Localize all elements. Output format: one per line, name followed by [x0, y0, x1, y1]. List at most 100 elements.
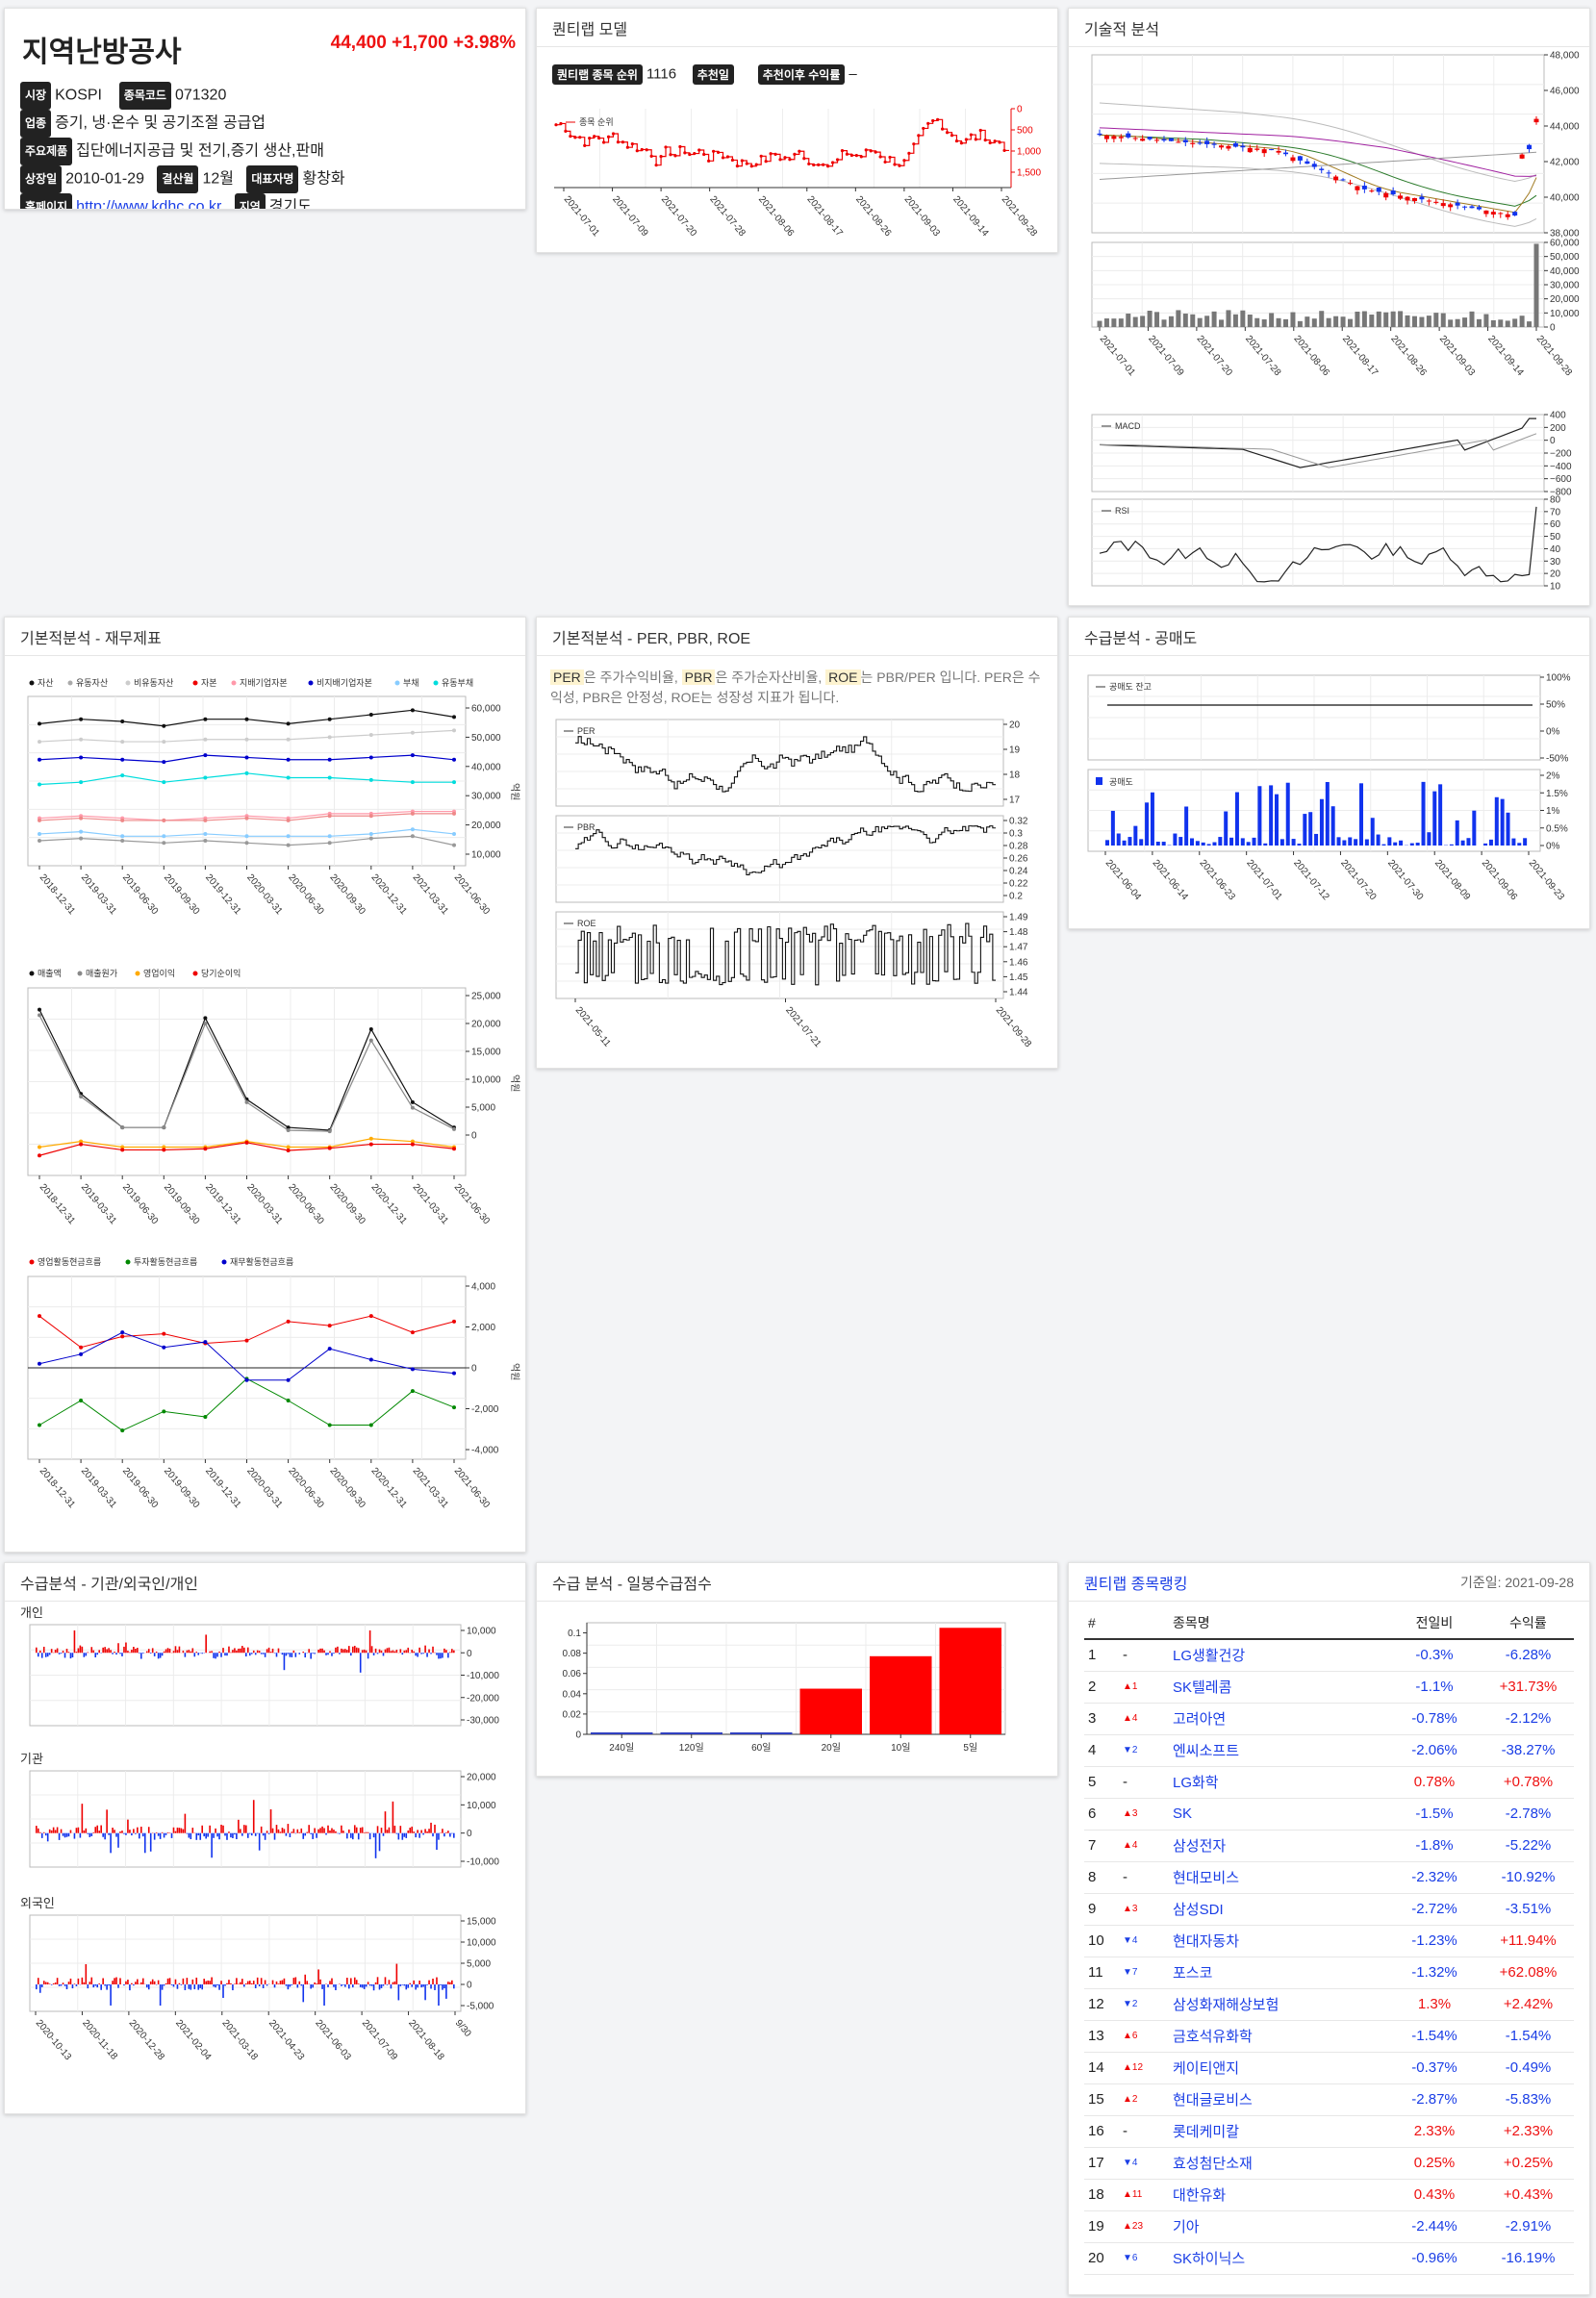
institution-bar [226, 1832, 228, 1840]
ranking-title[interactable]: 퀀티랩 종목랭킹 [1084, 1576, 1188, 1593]
table-row[interactable]: 17 ▼4 효성첨단소재 0.25% +0.25% [1084, 2147, 1574, 2180]
stock-name-link[interactable]: 삼성SDI [1169, 1893, 1386, 1926]
stock-name-link[interactable]: 엔씨소프트 [1169, 1734, 1386, 1767]
personal-bar [418, 1647, 420, 1654]
table-row[interactable]: 18 ▲11 대한유화 0.43% +0.43% [1084, 2179, 1574, 2211]
table-row[interactable]: 3 ▲4 고려아연 -0.78% -2.12% [1084, 1703, 1574, 1735]
table-row[interactable]: 10 ▼4 현대자동차 -1.23% +11.94% [1084, 1925, 1574, 1957]
institution-bar [37, 1828, 39, 1833]
foreign-bar [351, 1984, 354, 1988]
table-row[interactable]: 14 ▲12 케이티앤지 -0.37% -0.49% [1084, 2052, 1574, 2084]
institution-bar [155, 1831, 158, 1833]
stock-name-link[interactable]: SK텔레콤 [1169, 1671, 1386, 1704]
candle-body [1512, 212, 1518, 216]
stock-name-link[interactable]: 케이티앤지 [1169, 2052, 1386, 2084]
foreign-bar [376, 1977, 379, 1984]
return-rate: +0.43% [1482, 2179, 1574, 2211]
table-row[interactable]: 16- 롯데케미칼 2.33% +2.33% [1084, 2115, 1574, 2148]
personal-bar [424, 1645, 426, 1654]
foreign-bar [46, 1982, 49, 1984]
stock-name-link[interactable]: 삼성화재해상보험 [1169, 1988, 1386, 2021]
stock-name-link[interactable]: LG생활건강 [1169, 1639, 1386, 1672]
cashflow-point [286, 1399, 291, 1402]
foreign-bar [94, 1984, 97, 1986]
table-row[interactable]: 11 ▼7 포스코 -1.32% +62.08% [1084, 1957, 1574, 1989]
foreign-bar [348, 1984, 350, 1989]
stock-name-link[interactable]: 현대글로비스 [1169, 2083, 1386, 2116]
stock-name-link[interactable]: 롯데케미칼 [1169, 2115, 1386, 2148]
short-volume-bar [1319, 798, 1324, 846]
short-volume-bar [1488, 839, 1493, 846]
candle-body [1269, 149, 1275, 151]
score-x-tick: 10일 [891, 1742, 910, 1754]
institution-bar [174, 1831, 177, 1833]
income-tick: 10,000 [471, 1075, 501, 1086]
institution-bar [94, 1827, 97, 1833]
income-x-tick: 2021-03-31 [411, 1182, 451, 1227]
rank-point [730, 158, 735, 163]
daily-change: -2.32% [1386, 1861, 1482, 1894]
stock-name-link[interactable]: 금호석유화학 [1169, 2020, 1386, 2053]
rank-point [573, 136, 577, 139]
foreign-bar [232, 1984, 234, 1991]
stock-name-link[interactable]: 기아 [1169, 2210, 1386, 2243]
institution-bar [378, 1832, 381, 1852]
personal-bar [234, 1648, 236, 1654]
foreign-bar [133, 1984, 135, 1986]
stock-name-link[interactable]: 고려아연 [1169, 1703, 1386, 1735]
score-y-tick: 0.08 [563, 1649, 582, 1659]
personal-bar [267, 1647, 270, 1654]
institution-bar [238, 1819, 240, 1833]
personal-bar [75, 1652, 78, 1654]
stock-name-link[interactable]: 현대자동차 [1169, 1925, 1386, 1957]
table-row[interactable]: 12 ▼2 삼성화재해상보험 1.3% +2.42% [1084, 1988, 1574, 2021]
table-row[interactable]: 7 ▲4 삼성전자 -1.8% -5.22% [1084, 1830, 1574, 1862]
rank-x-tick: 2021-08-06 [756, 194, 797, 240]
table-row[interactable]: 20 ▼6 SK하이닉스 -0.96% -16.19% [1084, 2242, 1574, 2275]
personal-bar [344, 1649, 346, 1654]
personal-bar [216, 1653, 218, 1657]
table-row[interactable]: 19 ▲23 기아 -2.44% -2.91% [1084, 2210, 1574, 2243]
rank-point [693, 151, 697, 156]
foreign-bar [399, 1984, 402, 1986]
stock-name-link[interactable]: LG화학 [1169, 1766, 1386, 1799]
personal-bar [370, 1646, 373, 1654]
tech-x-tick: 2021-09-14 [1485, 334, 1526, 379]
personal-bar [69, 1653, 72, 1659]
stock-name-link[interactable]: 효성첨단소재 [1169, 2147, 1386, 2180]
personal-bar [240, 1648, 241, 1654]
personal-bar [71, 1653, 74, 1658]
table-row[interactable]: 4 ▼2 엔씨소프트 -2.06% -38.27% [1084, 1734, 1574, 1767]
table-row[interactable]: 1- LG생활건강 -0.3% -6.28% [1084, 1639, 1574, 1672]
balance-point [162, 740, 166, 745]
table-row[interactable]: 13 ▲6 금호석유화학 -1.54% -1.54% [1084, 2020, 1574, 2053]
stock-name-link[interactable]: 대한유화 [1169, 2179, 1386, 2211]
candle-body [1140, 139, 1146, 141]
table-row[interactable]: 15 ▲2 현대글로비스 -2.87% -5.83% [1084, 2083, 1574, 2116]
personal-bar [215, 1653, 216, 1659]
rank-number: 10 [1084, 1925, 1119, 1957]
stock-name-link[interactable]: 포스코 [1169, 1957, 1386, 1989]
stock-name-link[interactable]: 현대모비스 [1169, 1861, 1386, 1894]
income-x-tick: 2019-09-30 [162, 1182, 202, 1227]
table-row[interactable]: 8- 현대모비스 -2.32% -10.92% [1084, 1861, 1574, 1894]
table-row[interactable]: 6 ▲3 SK -1.5% -2.78% [1084, 1798, 1574, 1831]
rank-point [912, 142, 916, 146]
legend-label: 유동자산 [76, 678, 108, 688]
volume-bar [1490, 319, 1496, 327]
table-row[interactable]: 5- LG화학 0.78% +0.78% [1084, 1766, 1574, 1799]
table-row[interactable]: 2 ▲1 SK텔레콤 -1.1% +31.73% [1084, 1671, 1574, 1704]
institution-bar [403, 1832, 406, 1837]
homepage-link[interactable]: http://www.kdhc.co.kr [76, 198, 222, 210]
candle-body [1355, 186, 1360, 190]
table-row[interactable]: 9 ▲3 삼성SDI -2.72% -3.51% [1084, 1893, 1574, 1926]
institution-bar [36, 1826, 38, 1833]
stock-name-link[interactable]: SK [1169, 1798, 1386, 1831]
personal-bar [90, 1647, 93, 1654]
stock-name-link[interactable]: 삼성전자 [1169, 1830, 1386, 1862]
personal-bar [226, 1653, 228, 1656]
price-tick: 46,000 [1550, 87, 1580, 97]
institution-bar [98, 1831, 100, 1833]
investor-flow-card: 수급분석 - 기관/외국인/개인 개인 10,000 0 -10,000 -20,000… [4, 1562, 526, 2114]
stock-name-link[interactable]: SK하이닉스 [1169, 2242, 1386, 2275]
